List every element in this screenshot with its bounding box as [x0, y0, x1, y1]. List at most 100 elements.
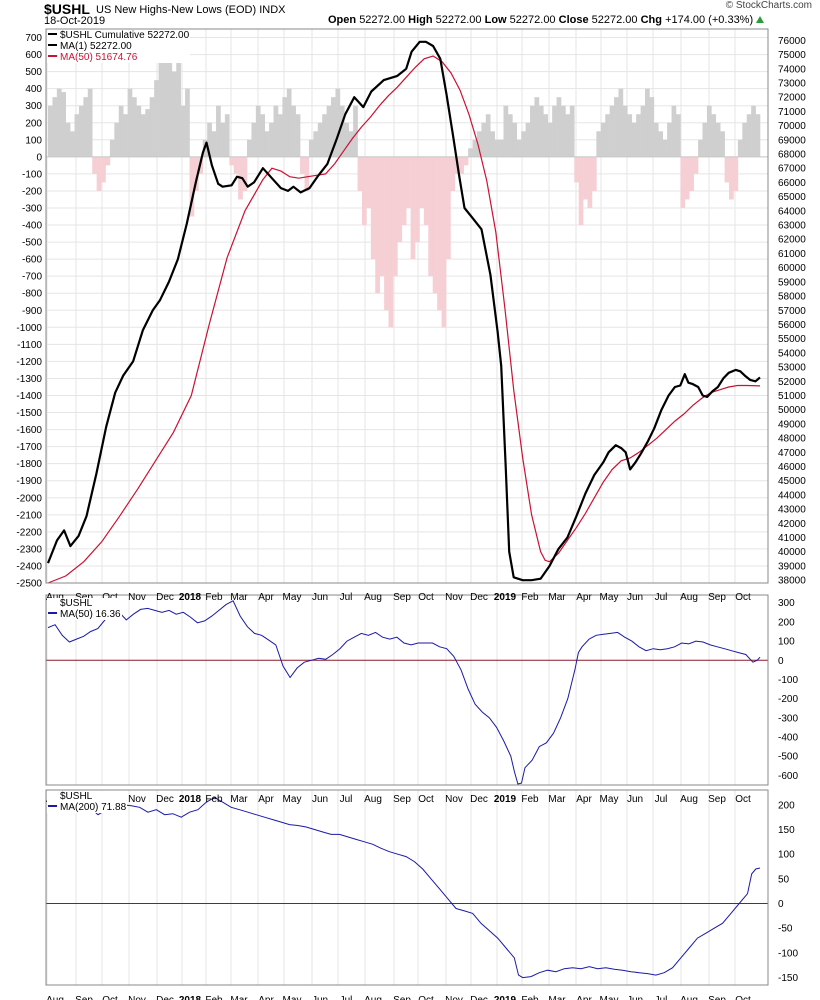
x-tick-label: Jun [312, 995, 328, 1000]
right-tick-label: 45000 [778, 476, 806, 487]
histogram-bar [720, 131, 725, 157]
histogram-bar [428, 156, 434, 277]
histogram-bar [277, 114, 283, 157]
p3-tick-label: 100 [778, 850, 795, 861]
histogram-bar [158, 54, 164, 157]
left-tick-label: 700 [25, 33, 42, 44]
legend-p2-ma-text: MA(50) 16.36 [60, 609, 121, 620]
x-tick-label: Feb [205, 794, 223, 805]
high-label: High [408, 14, 433, 26]
left-tick-label: -1800 [16, 459, 42, 470]
x-tick-label: Mar [230, 592, 248, 603]
close-label: Close [558, 14, 589, 26]
x-tick-label: Feb [521, 592, 539, 603]
histogram-bar [322, 114, 327, 157]
histogram-bar [702, 122, 708, 157]
left-tick-label: -2400 [16, 561, 42, 572]
histogram-bar [260, 114, 265, 157]
right-tick-label: 75000 [778, 50, 806, 61]
histogram-bar [114, 122, 120, 157]
x-tick-label: Oct [102, 995, 118, 1000]
left-tick-label: -500 [22, 238, 42, 249]
left-tick-label: -200 [22, 186, 42, 197]
histogram-bar [70, 131, 75, 157]
histogram-bar [189, 156, 195, 217]
histogram-bar [185, 88, 190, 157]
right-tick-label: 59000 [778, 277, 806, 288]
histogram-bar [331, 97, 336, 157]
histogram-bar [366, 156, 372, 208]
x-tick-label: Sep [393, 995, 411, 1000]
histogram-bar [543, 114, 549, 157]
x-tick-label: Nov [445, 794, 463, 805]
ma50-line [47, 55, 761, 584]
histogram-bar [370, 156, 376, 260]
x-tick-label: Jul [655, 592, 668, 603]
x-tick-label: Apr [258, 794, 274, 805]
left-tick-label: -100 [22, 169, 42, 180]
p2-tick-label: -300 [778, 713, 798, 724]
histogram-bar [123, 114, 128, 157]
histogram-bar [273, 105, 279, 157]
histogram-bar [618, 88, 624, 157]
legend-ma50: MA(50) 51674.76 [48, 52, 189, 63]
histogram-bar [406, 156, 411, 208]
histogram-bar [207, 122, 212, 157]
p2-tick-label: -500 [778, 752, 798, 763]
histogram-bar [335, 88, 341, 157]
histogram-bar [441, 156, 447, 328]
x-tick-label: 2018 [179, 794, 202, 805]
histogram-bar [132, 97, 137, 157]
left-tick-label: -400 [22, 221, 42, 232]
histogram-bar [698, 139, 703, 157]
histogram-bar [216, 105, 221, 157]
left-tick-label: -800 [22, 289, 42, 300]
histogram-bar [269, 122, 274, 157]
x-tick-label: May [600, 794, 619, 805]
ma50-indicator-line [47, 600, 761, 785]
legend-p2-symbol: $USHL [48, 598, 121, 609]
histogram-bar [145, 109, 151, 157]
x-tick-label: Apr [576, 995, 592, 1000]
left-tick-label: -1500 [16, 408, 42, 419]
histogram-bar [622, 105, 628, 157]
legend-panel2: $USHL MA(50) 16.36 [47, 598, 122, 620]
histogram-bar [574, 156, 579, 183]
histogram-bar [295, 114, 301, 157]
x-tick-label: 2019 [494, 794, 517, 805]
x-tick-label: Mar [548, 592, 566, 603]
histogram-bar [565, 114, 571, 157]
left-tick-label: 500 [25, 67, 42, 78]
x-tick-label: 2019 [494, 995, 517, 1000]
panel-frames [45, 28, 769, 986]
histogram-bar [313, 131, 319, 157]
histogram-bar [468, 148, 473, 157]
legend-cumulative-text: $USHL Cumulative 52272.00 [60, 30, 190, 41]
x-tick-label: Aug [46, 592, 64, 603]
x-tick-label: Oct [735, 995, 751, 1000]
x-tick-label: May [600, 995, 619, 1000]
swatch-icon [48, 601, 57, 603]
right-tick-label: 69000 [778, 135, 806, 146]
histogram-bar [459, 156, 465, 174]
axis-labels: 7006005004003002001000-100-200-300-400-5… [16, 33, 806, 1000]
histogram-bar [437, 156, 442, 311]
x-tick-label: Aug [364, 794, 382, 805]
x-tick-label: Sep [708, 794, 726, 805]
right-tick-label: 55000 [778, 334, 806, 345]
histogram-bar [463, 156, 469, 166]
open-value: 52272.00 [359, 14, 406, 26]
legend-ma1-text: MA(1) 52272.00 [60, 41, 132, 52]
histogram-bar [494, 139, 500, 157]
right-tick-label: 76000 [778, 36, 806, 47]
histogram-bar [481, 122, 487, 157]
legend-ma1: MA(1) 52272.00 [48, 41, 189, 52]
p2-tick-label: 200 [778, 617, 795, 628]
histogram-bar [547, 122, 553, 157]
histogram-bar [361, 156, 367, 226]
histogram-bar [419, 156, 425, 208]
x-tick-label: 2019 [494, 592, 517, 603]
right-tick-label: 41000 [778, 533, 806, 544]
histogram-bar [211, 131, 217, 157]
histogram-bar [689, 156, 694, 191]
